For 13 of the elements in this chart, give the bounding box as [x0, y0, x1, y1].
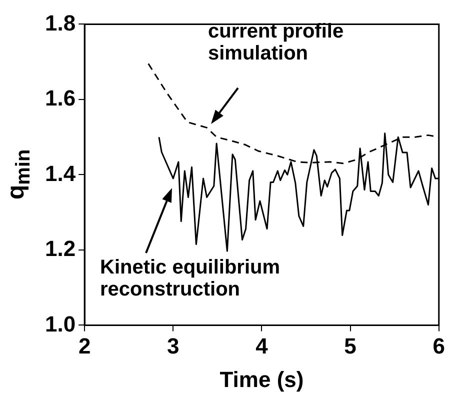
- y-tick-label: 1.0: [44, 311, 76, 336]
- x-tick-label: 2: [78, 333, 91, 358]
- y-tick-label: 1.6: [44, 86, 76, 111]
- x-tick-label: 6: [432, 333, 446, 358]
- annotation: current profile simulation: [208, 20, 344, 65]
- y-tick-label: 1.2: [44, 236, 76, 262]
- y-tick-label: 1.8: [44, 10, 76, 36]
- x-axis-title: Time (s): [220, 366, 304, 392]
- annotation: Kinetic equilibrium reconstruction: [100, 256, 280, 301]
- y-tick-label: 1.4: [44, 160, 76, 186]
- x-tick-label: 3: [167, 333, 180, 358]
- x-tick-label: 4: [256, 333, 269, 358]
- x-tick-label: 5: [344, 333, 356, 358]
